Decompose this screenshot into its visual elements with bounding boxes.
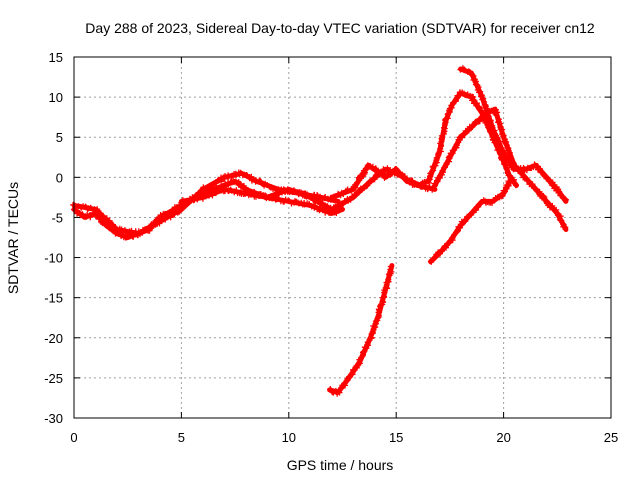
series-point-markers <box>156 207 184 224</box>
y-axis-title: SDTVAR / TECUs <box>5 182 21 294</box>
series-point-markers <box>553 209 569 231</box>
series-point-markers <box>199 186 227 202</box>
series-point-markers <box>458 211 475 228</box>
x-tick-label: 25 <box>604 430 618 445</box>
series-point-markers <box>385 263 395 285</box>
series-point-markers <box>532 186 548 203</box>
series-point-markers <box>367 312 382 341</box>
series-point-markers <box>375 279 390 316</box>
series-point-markers <box>308 193 334 212</box>
series-point-markers <box>521 174 538 192</box>
x-tick-label: 5 <box>178 430 185 445</box>
chart-title: Day 288 of 2023, Sidereal Day-to-day VTE… <box>85 20 595 36</box>
series-point-markers <box>457 65 473 75</box>
series-point-markers <box>381 166 398 181</box>
y-tick-label: -10 <box>44 251 63 266</box>
series-point-markers <box>475 111 488 125</box>
y-tick-label: -15 <box>44 291 63 306</box>
y-tick-label: 15 <box>49 50 63 65</box>
y-tick-labels: 15 10 5 0 -5 -10 -15 -20 -25 -30 <box>44 50 63 426</box>
y-tick-label: -5 <box>51 210 63 225</box>
series-point-markers <box>177 194 204 206</box>
series-point-markers <box>500 178 512 197</box>
series-point-markers <box>113 230 130 241</box>
series-point-markers <box>327 186 355 201</box>
series-point-markers <box>441 104 455 124</box>
series-point-markers <box>469 93 485 114</box>
y-tick-label: 0 <box>56 170 63 185</box>
x-tick-labels: 0 5 10 15 20 25 <box>70 430 618 445</box>
series-point-markers <box>510 164 527 174</box>
series-point-markers <box>365 163 388 179</box>
series-track-8 <box>427 178 513 265</box>
y-tick-label: 10 <box>49 90 63 105</box>
x-tick-label: 10 <box>282 430 296 445</box>
series-line <box>327 263 395 395</box>
series-track-5 <box>431 106 569 232</box>
series-point-markers <box>425 151 442 186</box>
axis-ticks <box>73 56 612 419</box>
series-point-markers <box>489 192 506 206</box>
series-point-markers <box>446 223 463 245</box>
series-point-markers <box>491 106 507 139</box>
series-point-markers <box>199 174 227 193</box>
series-point-markers <box>469 200 484 216</box>
x-tick-label: 15 <box>389 430 403 445</box>
series-point-markers <box>135 220 163 239</box>
series-point-markers <box>349 162 371 193</box>
series-point-markers <box>439 150 454 174</box>
series-track-7 <box>327 263 395 397</box>
x-tick-label: 0 <box>70 430 77 445</box>
series-point-markers <box>456 89 474 99</box>
series-point-markers <box>356 335 374 367</box>
series-point-markers <box>349 178 373 200</box>
series-point-markers <box>507 174 519 189</box>
series-point-markers <box>500 150 516 171</box>
series-point-markers <box>82 210 97 221</box>
series-point-markers <box>543 175 560 192</box>
series-track-6 <box>457 65 569 204</box>
series-point-markers <box>553 186 569 203</box>
series-point-markers <box>345 360 362 382</box>
series-point-markers <box>113 225 139 237</box>
x-tick-label: 20 <box>496 430 510 445</box>
series-point-markers <box>489 124 507 157</box>
y-tick-label: -30 <box>44 411 63 426</box>
series-point-markers <box>414 178 430 188</box>
series-point-markers <box>327 386 340 396</box>
series-track-4 <box>327 89 519 201</box>
series-point-markers <box>242 189 270 200</box>
series-point-markers <box>329 193 355 213</box>
series-point-markers <box>231 179 248 191</box>
series-point-markers <box>334 375 351 397</box>
series-point-markers <box>500 156 514 179</box>
series-point-markers <box>286 187 311 200</box>
series-point-markers <box>285 197 312 208</box>
grid <box>74 57 611 418</box>
y-tick-label: -25 <box>44 371 63 386</box>
series-point-markers <box>435 239 453 257</box>
series-point-markers <box>91 206 119 232</box>
series-point-markers <box>521 161 538 174</box>
plot-frame <box>73 56 612 419</box>
series-point-markers <box>448 134 463 157</box>
series-point-markers <box>532 162 548 180</box>
series-point-markers <box>435 119 449 156</box>
data-series <box>70 65 569 397</box>
series-point-markers <box>392 166 410 184</box>
y-tick-label: -20 <box>44 331 63 346</box>
y-tick-label: 5 <box>56 130 63 145</box>
x-axis-title: GPS time / hours <box>287 457 394 473</box>
series-point-markers <box>478 93 496 131</box>
series-point-markers <box>265 186 291 202</box>
